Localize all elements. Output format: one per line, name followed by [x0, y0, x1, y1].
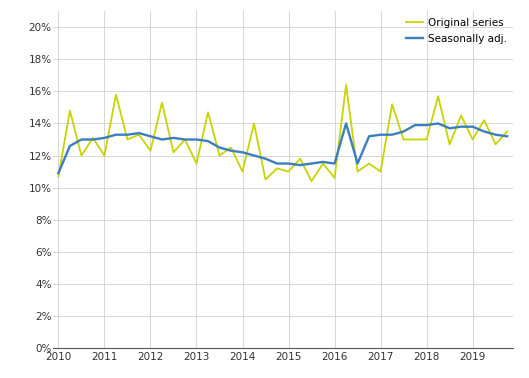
Seasonally adj.	[343, 121, 349, 126]
Original series	[147, 149, 153, 153]
Original series	[446, 142, 453, 147]
Original series	[78, 153, 85, 158]
Seasonally adj.	[389, 132, 395, 137]
Seasonally adj.	[354, 161, 361, 166]
Original series	[435, 94, 441, 99]
Seasonally adj.	[481, 129, 487, 134]
Original series	[423, 137, 430, 142]
Seasonally adj.	[239, 150, 245, 155]
Original series	[274, 166, 280, 170]
Original series	[389, 102, 395, 107]
Original series	[504, 129, 510, 134]
Seasonally adj.	[262, 156, 269, 161]
Original series	[55, 174, 61, 179]
Seasonally adj.	[492, 132, 499, 137]
Seasonally adj.	[423, 123, 430, 127]
Original series	[354, 169, 361, 174]
Original series	[182, 137, 188, 142]
Original series	[205, 110, 211, 115]
Seasonally adj.	[400, 129, 407, 134]
Original series	[228, 145, 234, 150]
Original series	[251, 121, 257, 126]
Original series	[113, 92, 119, 97]
Original series	[159, 101, 165, 105]
Seasonally adj.	[412, 123, 418, 127]
Original series	[297, 156, 303, 161]
Original series	[481, 118, 487, 122]
Original series	[343, 83, 349, 87]
Line: Original series: Original series	[58, 85, 507, 181]
Seasonally adj.	[251, 153, 257, 158]
Seasonally adj.	[366, 134, 372, 139]
Seasonally adj.	[124, 132, 131, 137]
Original series	[492, 142, 499, 147]
Original series	[320, 161, 326, 166]
Seasonally adj.	[504, 134, 510, 139]
Legend: Original series, Seasonally adj.: Original series, Seasonally adj.	[403, 14, 510, 47]
Seasonally adj.	[170, 136, 177, 140]
Original series	[90, 136, 96, 140]
Seasonally adj.	[101, 136, 107, 140]
Seasonally adj.	[78, 137, 85, 142]
Original series	[101, 153, 107, 158]
Seasonally adj.	[147, 134, 153, 139]
Seasonally adj.	[55, 171, 61, 175]
Original series	[366, 161, 372, 166]
Original series	[193, 161, 199, 166]
Seasonally adj.	[216, 145, 223, 150]
Original series	[458, 113, 464, 118]
Original series	[331, 176, 338, 180]
Seasonally adj.	[182, 137, 188, 142]
Original series	[285, 169, 291, 174]
Original series	[67, 108, 73, 113]
Original series	[377, 169, 384, 174]
Seasonally adj.	[90, 137, 96, 142]
Seasonally adj.	[435, 121, 441, 126]
Original series	[170, 150, 177, 155]
Seasonally adj.	[446, 126, 453, 130]
Seasonally adj.	[297, 163, 303, 167]
Seasonally adj.	[205, 139, 211, 143]
Original series	[469, 137, 476, 142]
Seasonally adj.	[193, 137, 199, 142]
Original series	[239, 169, 245, 174]
Seasonally adj.	[331, 161, 338, 166]
Seasonally adj.	[228, 149, 234, 153]
Original series	[308, 179, 315, 183]
Seasonally adj.	[67, 144, 73, 148]
Seasonally adj.	[320, 160, 326, 164]
Seasonally adj.	[159, 137, 165, 142]
Original series	[400, 137, 407, 142]
Line: Seasonally adj.: Seasonally adj.	[58, 124, 507, 173]
Seasonally adj.	[308, 161, 315, 166]
Seasonally adj.	[274, 161, 280, 166]
Original series	[262, 177, 269, 182]
Seasonally adj.	[377, 132, 384, 137]
Seasonally adj.	[285, 161, 291, 166]
Seasonally adj.	[458, 124, 464, 129]
Original series	[412, 137, 418, 142]
Original series	[136, 132, 142, 137]
Original series	[124, 137, 131, 142]
Seasonally adj.	[469, 124, 476, 129]
Original series	[216, 153, 223, 158]
Seasonally adj.	[136, 131, 142, 135]
Seasonally adj.	[113, 132, 119, 137]
